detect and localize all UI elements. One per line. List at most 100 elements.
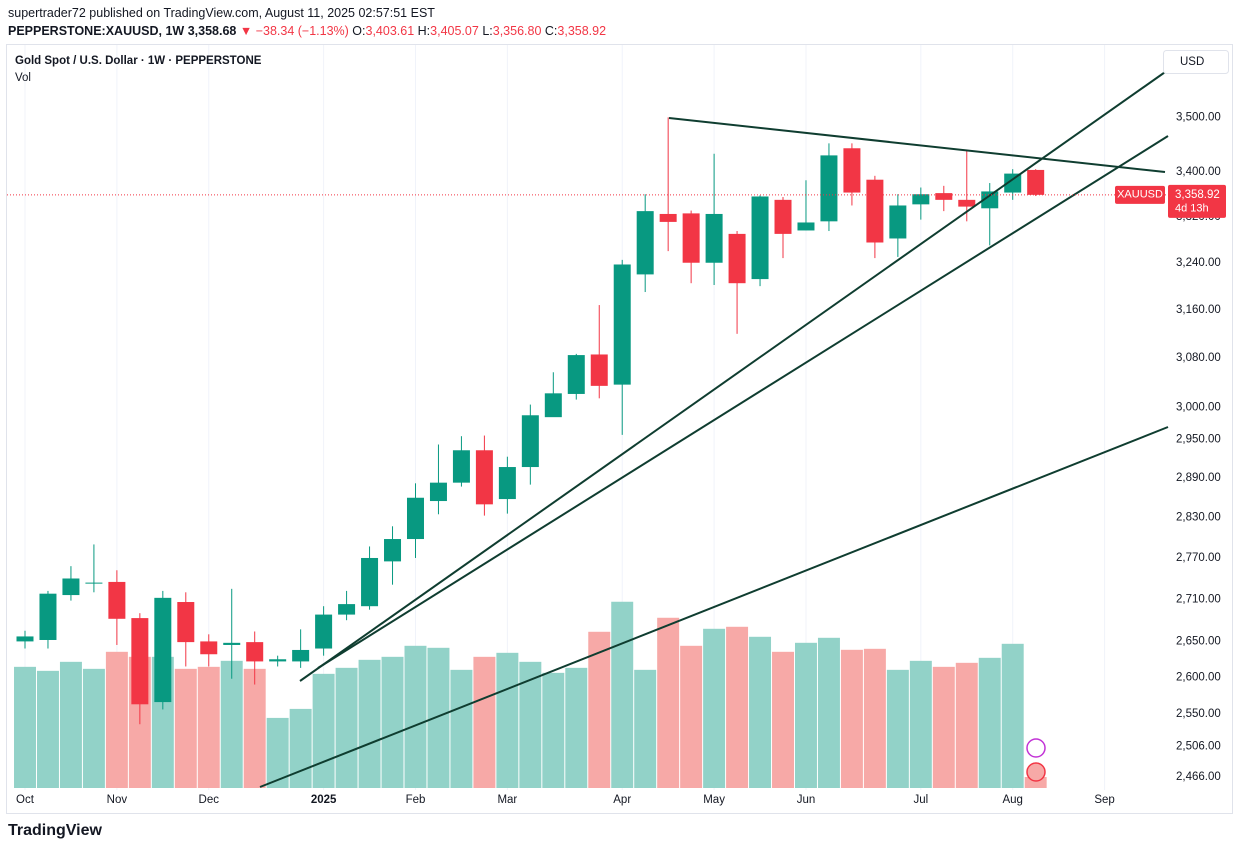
volume-bar [955,662,978,788]
candle-body [131,618,149,705]
candle-body [682,213,700,263]
candle-body [1004,173,1022,193]
candle-body [39,593,57,640]
candle-body [315,614,333,649]
y-tick-label: 2,506.00 [1176,741,1221,753]
symbol-label: XAUUSD [1117,189,1163,201]
header: supertrader72 published on TradingView.c… [8,4,606,40]
candle-body [429,482,447,502]
candle-layer [16,117,1045,725]
candle-body [774,199,792,234]
candle-body [981,191,999,209]
candle-body [223,642,241,645]
volume-bar [817,637,840,788]
event-icon[interactable] [1026,762,1046,782]
ohlc-label: C: [544,24,558,38]
candle-body [521,415,539,468]
ohlc-label: L: [482,24,493,38]
y-tick-label: 2,830.00 [1176,512,1221,524]
trend-line [299,69,1169,682]
candle-body [843,148,861,193]
ohlc-value: 3,358.92 [557,24,607,38]
y-tick-label: 2,770.00 [1176,552,1221,564]
volume-layer [14,601,1047,788]
candle-body [108,581,126,619]
candle-body [452,450,470,483]
x-tick-label: Dec [199,794,220,806]
x-tick-label: Nov [107,794,128,806]
logo: TradingView [8,822,102,839]
trend-line [668,117,1166,173]
y-tick-label: 2,550.00 [1176,708,1221,720]
volume-bar [772,651,794,788]
x-tick-label: Apr [613,794,631,806]
x-tick-label: Sep [1094,794,1114,806]
y-tick-label: 2,466.00 [1176,771,1221,783]
volume-bar [634,669,657,788]
symbol-line: PEPPERSTONE:XAUUSD, 1W 3,358.68 ▼ −38.34… [8,22,606,40]
volume-bar [82,668,105,788]
candle-body [889,205,907,239]
volume-bar [565,667,588,788]
chart-title: Gold Spot / U.S. Dollar · 1W · PEPPERSTO… [15,55,262,67]
volume-bar [427,647,450,788]
volume-bar [266,717,289,788]
ohlc-label: O: [352,24,366,38]
y-tick-label: 2,600.00 [1176,671,1221,683]
volume-bar [404,645,427,788]
candle-body [935,193,953,200]
volume-bar [840,649,863,788]
volume-bar [680,645,703,788]
y-tick-label: 3,080.00 [1176,352,1221,364]
candle-body [85,582,103,584]
x-tick-label: Aug [1002,794,1022,806]
volume-bar [59,661,82,788]
trend-lines [259,69,1169,788]
ohlc: O:3,403.61 H:3,405.07 L:3,356.80 C:3,358… [352,24,606,38]
y-tick-label: 2,890.00 [1176,472,1221,484]
candle-body [567,355,585,394]
change: ▼ −38.34 (−1.13%) [239,24,349,38]
volume-bar [14,666,36,788]
volume-bar [335,667,358,788]
event-icon[interactable] [1026,738,1046,758]
volume-bar [243,668,266,788]
candle-body [154,597,172,703]
volume-bar [886,669,909,788]
countdown: 4d 13h [1175,203,1209,215]
x-tick-label: Oct [16,794,35,806]
volume-bar [358,659,381,788]
volume-bar [978,657,1001,788]
ohlc-value: 3,405.07 [430,24,479,38]
candle-body [384,539,402,562]
candle-body [269,659,287,662]
ohlc-value: 3,356.80 [492,24,542,38]
volume-bar [726,626,749,788]
candle-body [246,642,264,662]
candle-body [613,264,631,385]
volume-bar [703,628,726,788]
volume-bar [496,652,519,788]
volume-bar [36,670,59,788]
candle-body [1027,169,1045,195]
candle-body [406,497,424,540]
published-line: supertrader72 published on TradingView.c… [8,6,435,20]
candle-body [361,557,379,607]
y-tick-label: 3,500.00 [1176,111,1221,123]
volume-bar [1001,643,1024,788]
volume-bar [519,661,542,788]
volume-bar [863,648,886,788]
candle-body [590,354,608,386]
candle-body [659,213,677,222]
y-tick-label: 2,950.00 [1176,433,1221,445]
currency-button[interactable] [1163,50,1229,74]
candle-body [338,604,356,615]
x-tick-label: 2025 [311,794,337,806]
volume-bar [909,660,932,788]
volume-bar [289,708,312,788]
volume-bar [1024,776,1047,788]
volume-bar [542,672,565,788]
candle-body [16,636,34,642]
